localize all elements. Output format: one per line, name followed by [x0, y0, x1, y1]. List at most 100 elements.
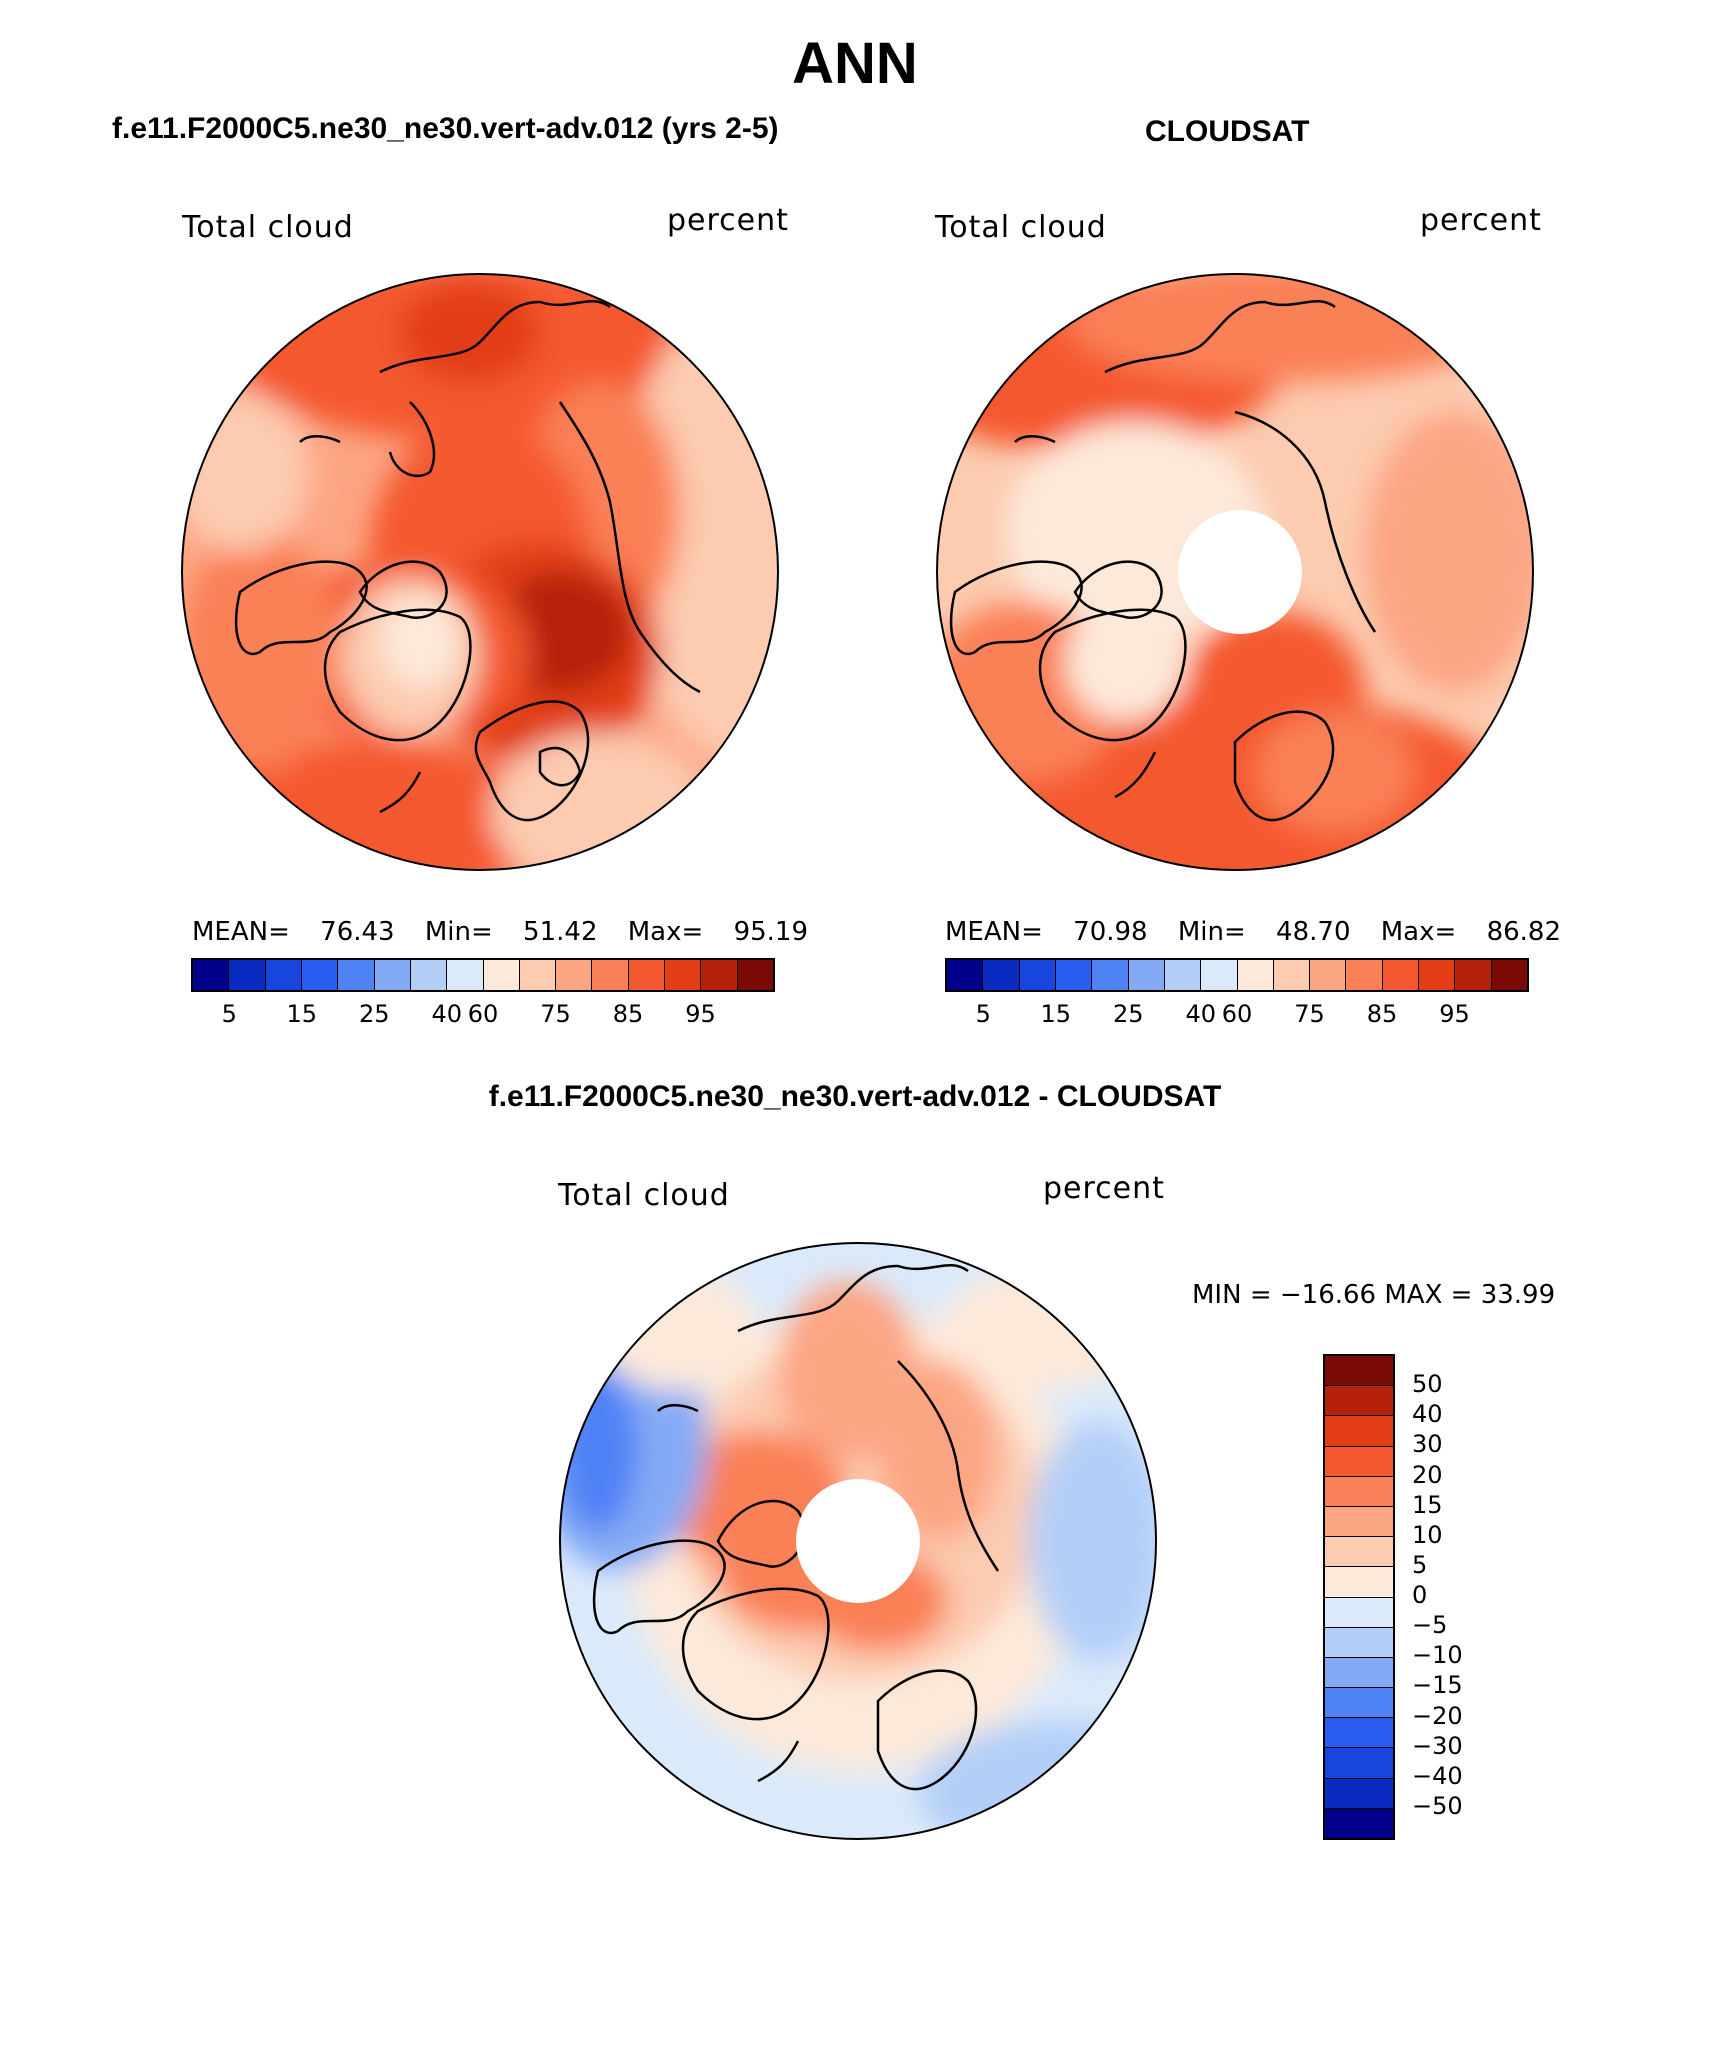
- colorbar-swatch: [1325, 1386, 1393, 1417]
- colorbar-obs: [945, 958, 1529, 992]
- colorbar-swatch: [1325, 1688, 1393, 1719]
- colorbar-swatch: [737, 960, 773, 990]
- colorbar-tick-label: 10: [1412, 1520, 1443, 1549]
- colorbar-tick-label: 40: [1412, 1400, 1443, 1429]
- colorbar-swatch: [1325, 1718, 1393, 1749]
- colorbar-swatch: [1201, 960, 1238, 990]
- stat-max-label: Max=: [627, 917, 704, 947]
- colorbar-swatch: [1310, 960, 1347, 990]
- stat-mean-label: MEAN=: [945, 917, 1043, 947]
- colorbar-tick-label: 75: [540, 1000, 571, 1028]
- colorbar-swatch: [301, 960, 339, 990]
- colorbar-swatch: [628, 960, 666, 990]
- colorbar-tick-label: −50: [1412, 1791, 1463, 1820]
- panel-obs-units: percent: [1420, 203, 1542, 238]
- colorbar-tick-label: 20: [1412, 1460, 1443, 1489]
- colorbar-swatch: [1346, 960, 1383, 990]
- colorbar-tick-label: 30: [1412, 1430, 1443, 1459]
- colorbar-tick-label: 25: [1112, 1000, 1144, 1028]
- colorbar-swatch: [1325, 1657, 1393, 1689]
- colorbar-tick-label: 85: [612, 1000, 644, 1028]
- colorbar-swatch: [1325, 1537, 1393, 1568]
- colorbar-tick-label: 60: [467, 1000, 499, 1028]
- polar-map-diff: [559, 1242, 1157, 1840]
- colorbar-tick-label: 95: [685, 1000, 716, 1028]
- panel-model-variable: Total cloud: [182, 210, 354, 245]
- colorbar-swatch: [229, 960, 266, 990]
- panel-diff-units: percent: [1043, 1171, 1165, 1206]
- colorbar-swatch: [519, 960, 557, 990]
- colorbar-swatch: [1325, 1567, 1393, 1598]
- colorbar-tick-label: 5: [1412, 1550, 1428, 1579]
- colorbar-swatch: [1325, 1356, 1393, 1387]
- colorbar-tick-label: 85: [1366, 1000, 1398, 1028]
- colorbar-swatch: [947, 960, 984, 990]
- colorbar-swatch: [1325, 1446, 1393, 1477]
- colorbar-tick-label: 5: [221, 1000, 237, 1028]
- colorbar-swatch: [1092, 960, 1129, 990]
- panel-diff-minmax: MIN = −16.66 MAX = 33.99: [1192, 1280, 1556, 1310]
- colorbar-swatch: [410, 960, 448, 990]
- panel-model-stats: MEAN= 76.43 Min= 51.42 Max= 95.19: [192, 917, 808, 947]
- panel-obs-variable: Total cloud: [935, 210, 1107, 245]
- stat-mean-value: 70.98: [1073, 917, 1148, 947]
- colorbar-swatch: [983, 960, 1020, 990]
- panel-obs-heading: CLOUDSAT: [1145, 115, 1310, 148]
- polar-map-obs: [936, 273, 1534, 871]
- colorbar-tick-label: −20: [1412, 1701, 1463, 1730]
- colorbar-diff: [1323, 1354, 1395, 1840]
- colorbar-swatch: [338, 960, 375, 990]
- stat-min-value: 51.42: [523, 917, 598, 947]
- colorbar-swatch: [592, 960, 629, 990]
- colorbar-swatch: [193, 960, 230, 990]
- colorbar-swatch: [483, 960, 520, 990]
- stat-max-label: Max=: [1380, 917, 1457, 947]
- colorbar-swatch: [1455, 960, 1492, 990]
- colorbar-tick-label: 15: [286, 1000, 318, 1028]
- colorbar-swatch: [447, 960, 484, 990]
- colorbar-swatch: [1491, 960, 1527, 990]
- stat-max-value: 86.82: [1486, 917, 1561, 947]
- colorbar-tick-label: 0: [1412, 1581, 1428, 1609]
- colorbar-tick-label: −5: [1412, 1611, 1448, 1640]
- polar-map-model: [181, 273, 779, 871]
- panel-obs-stats: MEAN= 70.98 Min= 48.70 Max= 86.82: [945, 917, 1561, 947]
- colorbar-swatch: [1237, 960, 1274, 990]
- colorbar-tick-label: 25: [358, 1000, 390, 1028]
- colorbar-tick-label: 75: [1294, 1000, 1325, 1028]
- colorbar-swatch: [665, 960, 702, 990]
- colorbar-swatch: [1325, 1476, 1393, 1507]
- colorbar-tick-label: −15: [1412, 1671, 1463, 1700]
- colorbar-swatch: [1325, 1808, 1393, 1838]
- colorbar-swatch: [701, 960, 738, 990]
- panel-diff-heading: f.e11.F2000C5.ne30_ne30.vert-adv.012 - C…: [488, 1080, 1222, 1113]
- colorbar-swatch: [1273, 960, 1311, 990]
- colorbar-swatch: [1325, 1627, 1393, 1658]
- figure-title: ANN: [792, 31, 918, 96]
- colorbar-swatch: [1325, 1748, 1393, 1779]
- stat-min-label: Min=: [1177, 917, 1246, 947]
- colorbar-tick-label: 15: [1040, 1000, 1072, 1028]
- colorbar-swatch: [265, 960, 302, 990]
- colorbar-swatch: [1382, 960, 1420, 990]
- colorbar-tick-label: 50: [1412, 1370, 1443, 1399]
- colorbar-swatch: [1325, 1416, 1393, 1447]
- panel-diff-variable: Total cloud: [558, 1178, 730, 1213]
- colorbar-swatch: [1164, 960, 1202, 990]
- stat-mean-label: MEAN=: [192, 917, 290, 947]
- colorbar-tick-label: 60: [1221, 1000, 1253, 1028]
- colorbar-swatch: [1325, 1597, 1393, 1628]
- colorbar-tick-label: 5: [975, 1000, 991, 1028]
- colorbar-swatch: [1325, 1778, 1393, 1809]
- colorbar-swatch: [1128, 960, 1165, 990]
- panel-model-units: percent: [667, 203, 789, 238]
- colorbar-tick-label: −30: [1412, 1731, 1463, 1760]
- colorbar-swatch: [556, 960, 593, 990]
- colorbar-swatch: [374, 960, 411, 990]
- stat-min-label: Min=: [424, 917, 493, 947]
- stat-max-value: 95.19: [733, 917, 808, 947]
- colorbar-model: [191, 958, 775, 992]
- colorbar-tick-label: 40: [1185, 1000, 1217, 1028]
- colorbar-tick-label: 40: [431, 1000, 463, 1028]
- colorbar-tick-label: 15: [1412, 1490, 1443, 1519]
